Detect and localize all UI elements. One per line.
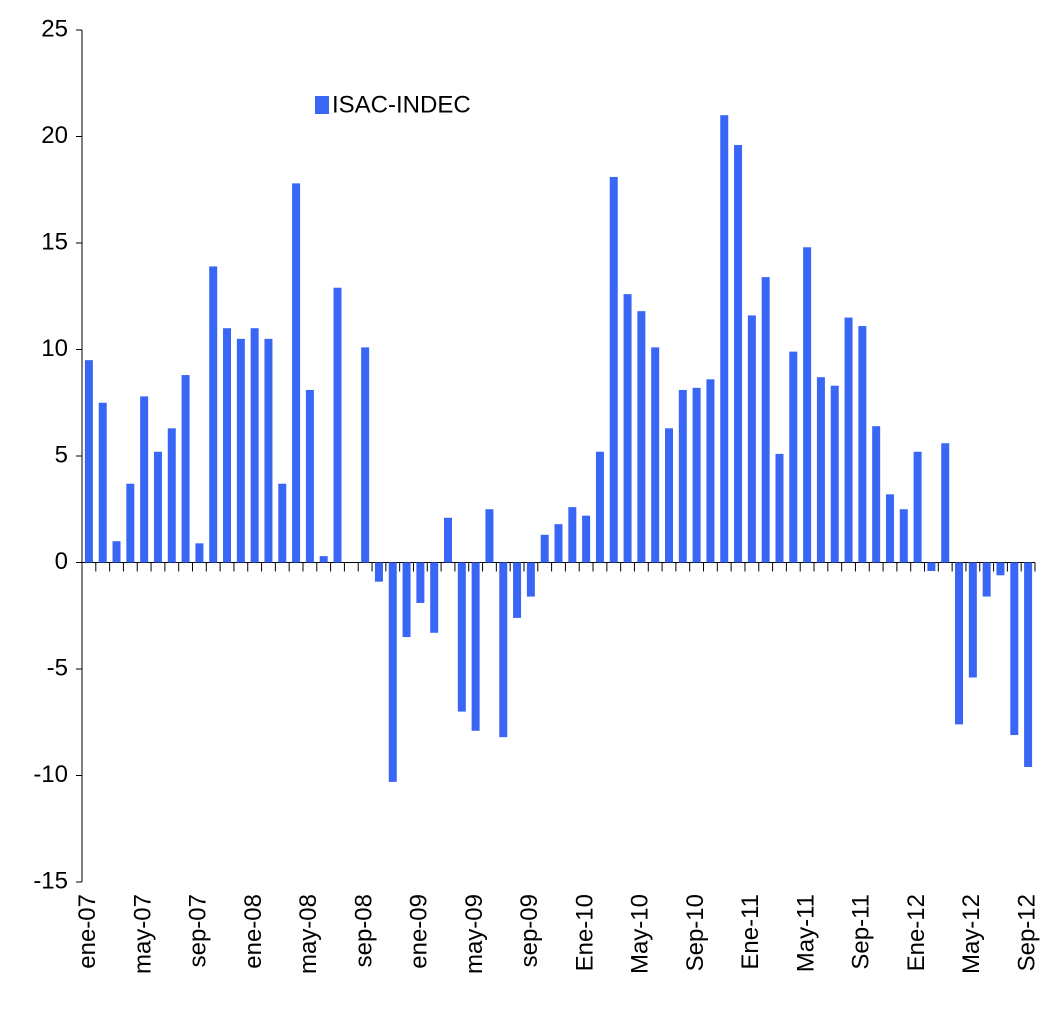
- bar: [126, 483, 135, 563]
- bar: [278, 483, 287, 563]
- bar: [416, 562, 425, 603]
- bar: [996, 562, 1005, 576]
- bar: [623, 294, 632, 563]
- x-tick-label: sep-07: [185, 894, 212, 967]
- bar: [955, 562, 964, 725]
- bar: [526, 562, 535, 597]
- bar: [872, 426, 881, 563]
- bar: [941, 443, 950, 563]
- bar: [236, 338, 245, 563]
- bar: [651, 347, 660, 563]
- y-tick-label: 0: [55, 548, 68, 575]
- bar: [305, 389, 314, 563]
- y-tick-label: 25: [41, 15, 68, 42]
- bar: [485, 509, 494, 563]
- bar: [471, 562, 480, 731]
- bar: [388, 562, 397, 782]
- x-tick-label: may-09: [461, 894, 488, 974]
- x-tick-label: Sep-10: [682, 894, 709, 971]
- bar: [734, 145, 743, 563]
- bar: [858, 326, 867, 563]
- bar: [181, 375, 190, 563]
- bar: [499, 562, 508, 738]
- x-tick-label: may-07: [129, 894, 156, 974]
- bar: [982, 562, 991, 597]
- x-tick-label: ene-08: [240, 894, 267, 969]
- x-tick-label: sep-08: [350, 894, 377, 967]
- bar: [333, 287, 342, 563]
- bar: [84, 360, 93, 563]
- x-tick-label: Sep-11: [848, 894, 875, 970]
- bar: [720, 115, 729, 563]
- bar: [582, 515, 591, 563]
- bar: [250, 328, 259, 563]
- bar: [1010, 562, 1019, 736]
- bar: [361, 347, 370, 563]
- bar: [98, 402, 107, 563]
- bar: [554, 524, 563, 563]
- bar: [803, 247, 812, 563]
- bar: [444, 517, 453, 563]
- x-tick-label: Ene-12: [903, 894, 930, 971]
- y-tick-label: 20: [41, 122, 68, 149]
- y-tick-label: 15: [41, 228, 68, 255]
- bar: [830, 385, 839, 563]
- bar: [209, 266, 218, 563]
- bar: [264, 338, 273, 563]
- y-tick-label: -10: [33, 761, 68, 788]
- x-tick-label: May-12: [958, 894, 985, 974]
- bar: [775, 453, 784, 563]
- bar: [899, 509, 908, 563]
- bar: [968, 562, 977, 678]
- bar: [153, 451, 162, 563]
- bar: [706, 379, 715, 563]
- x-tick-label: Ene-11: [737, 894, 764, 970]
- bar: [927, 562, 936, 572]
- bar: [885, 494, 894, 563]
- bar: [816, 377, 825, 563]
- bar: [374, 562, 383, 582]
- y-tick-label: 10: [41, 335, 68, 362]
- bar: [568, 507, 577, 563]
- x-tick-label: ene-09: [406, 894, 433, 969]
- y-tick-label: 5: [55, 441, 68, 468]
- bar: [140, 396, 149, 563]
- bar: [167, 428, 176, 563]
- bar: [513, 562, 522, 618]
- legend-swatch: [315, 96, 329, 114]
- x-tick-label: May-10: [627, 894, 654, 974]
- bar: [595, 451, 604, 563]
- y-tick-label: -5: [47, 654, 68, 681]
- y-tick-label: -15: [33, 867, 68, 894]
- bar: [430, 562, 439, 633]
- bar: [913, 451, 922, 563]
- bar: [402, 562, 411, 638]
- x-tick-label: Ene-10: [571, 894, 598, 971]
- bar: [761, 277, 770, 563]
- bar: [195, 543, 204, 563]
- bar: [692, 387, 701, 563]
- x-tick-label: May-11: [792, 894, 819, 972]
- bar: [609, 176, 618, 563]
- x-tick-label: Sep-12: [1013, 894, 1040, 971]
- legend-label: ISAC-INDEC: [332, 91, 471, 118]
- bar: [637, 311, 646, 563]
- bar: [540, 534, 549, 563]
- bar: [747, 315, 756, 563]
- bar: [844, 317, 853, 563]
- bar: [457, 562, 466, 712]
- bar: [789, 351, 798, 563]
- bar: [664, 428, 673, 563]
- bar: [292, 183, 301, 563]
- bar: [223, 328, 232, 563]
- x-tick-label: ene-07: [74, 894, 101, 969]
- x-tick-label: may-08: [295, 894, 322, 974]
- bar: [1024, 562, 1033, 767]
- bar: [112, 541, 121, 563]
- bar: [319, 556, 328, 563]
- x-tick-label: sep-09: [516, 894, 543, 967]
- bar: [678, 389, 687, 563]
